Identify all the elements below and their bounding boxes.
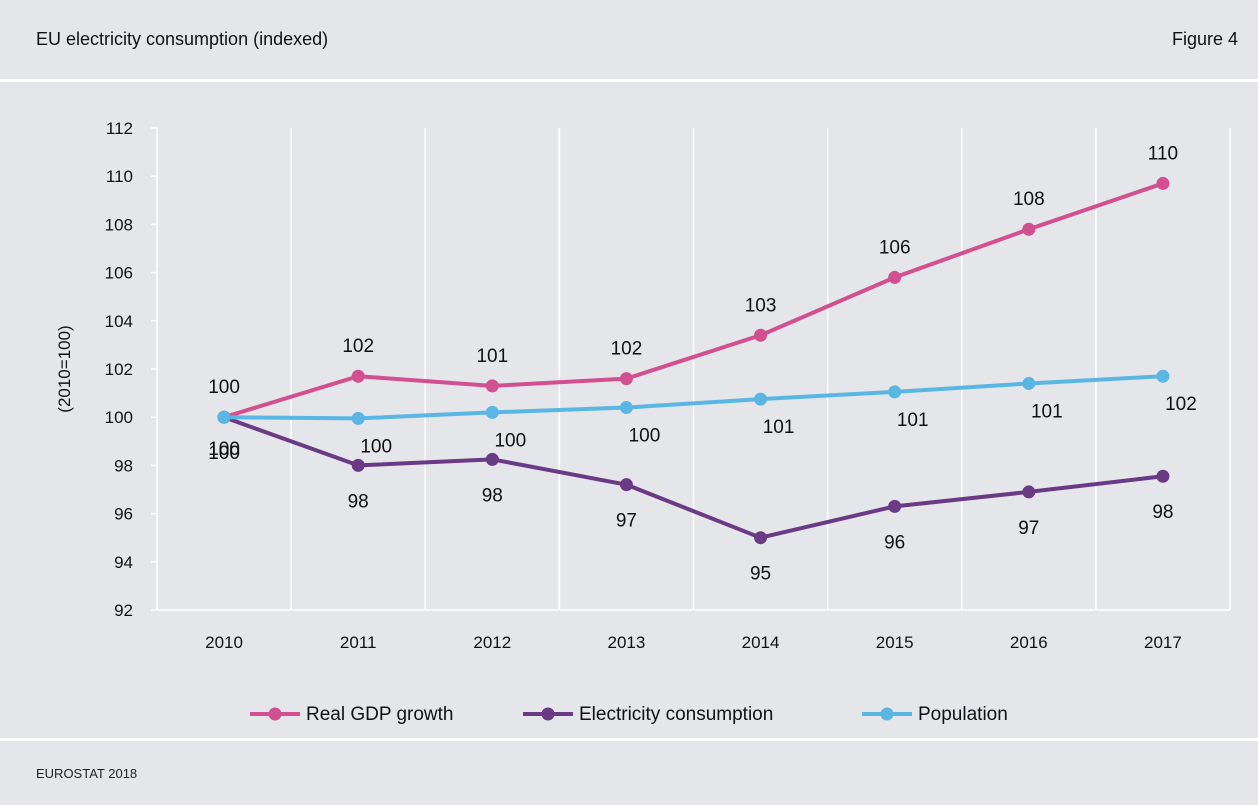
- data-point: [1022, 485, 1036, 499]
- y-tick-label: 110: [106, 167, 133, 186]
- data-point: [1156, 176, 1170, 190]
- source-note: EUROSTAT 2018: [36, 765, 138, 781]
- data-point: [485, 452, 499, 466]
- data-point: [619, 478, 633, 492]
- legend-label: Real GDP growth: [306, 704, 454, 725]
- data-point: [888, 270, 902, 284]
- data-point: [1156, 369, 1170, 383]
- y-tick-label: 94: [114, 553, 133, 572]
- data-point: [754, 531, 768, 545]
- figure-label: Figure 4: [1171, 29, 1238, 49]
- x-tick-label: 2011: [340, 633, 377, 652]
- x-tick-label: 2014: [742, 633, 780, 652]
- x-tick-label: 2013: [608, 633, 646, 652]
- legend-marker: [541, 707, 555, 721]
- data-point: [888, 385, 902, 399]
- data-label: 98: [348, 491, 369, 512]
- data-label: 110: [1148, 143, 1178, 164]
- chart-header: EU electricity consumption (indexed) Fig…: [0, 0, 1258, 79]
- data-label: 100: [208, 377, 240, 398]
- data-point: [351, 458, 365, 472]
- series-line: [223, 415, 1164, 540]
- data-label: 102: [1165, 394, 1197, 415]
- x-tick-label: 2017: [1144, 633, 1182, 652]
- y-tick-label: 96: [114, 505, 133, 524]
- data-point: [351, 369, 365, 383]
- data-label: 103: [745, 295, 777, 316]
- data-label: 108: [1013, 189, 1045, 210]
- x-tick-label: 2010: [205, 633, 243, 652]
- y-tick-label: 112: [106, 119, 133, 138]
- data-label: 101: [763, 417, 795, 438]
- data-label: 101: [897, 410, 929, 431]
- y-tick-label: 102: [105, 360, 133, 379]
- data-label: 97: [616, 511, 637, 532]
- data-label: 96: [884, 532, 905, 553]
- y-tick-label: 98: [114, 456, 133, 475]
- chart-area: 92 94 96 98 100 102 104 106 108 110 112 2010 2011 201…: [0, 82, 1258, 738]
- y-tick-label: 108: [105, 215, 133, 234]
- data-point: [888, 499, 902, 513]
- x-tick-label: 2016: [1010, 633, 1048, 652]
- data-label: 95: [750, 564, 771, 585]
- line-chart: 92 94 96 98 100 102 104 106 108 110 112 2010 2011 201…: [55, 119, 1231, 725]
- y-tick-label: 104: [105, 312, 133, 331]
- data-point: [754, 328, 768, 342]
- y-axis-label: (2010=100): [55, 325, 74, 412]
- data-label: 100: [360, 436, 392, 457]
- x-tick-label: 2015: [876, 633, 914, 652]
- data-label: 100: [494, 430, 526, 451]
- data-label: 106: [879, 237, 911, 258]
- data-label: 98: [1152, 502, 1173, 523]
- chart-title: EU electricity consumption (indexed): [36, 29, 329, 49]
- x-tick-label: 2012: [473, 633, 511, 652]
- data-point: [1022, 376, 1036, 390]
- data-point: [619, 401, 633, 415]
- chart-footer: EUROSTAT 2018: [36, 741, 137, 805]
- legend-label: Population: [918, 704, 1008, 725]
- data-point: [485, 405, 499, 419]
- series-line: [223, 181, 1164, 420]
- data-point: [485, 379, 499, 393]
- data-point: [217, 410, 231, 424]
- legend-marker: [880, 707, 894, 721]
- data-label: 100: [208, 443, 240, 464]
- footer-divider: [0, 738, 1258, 741]
- y-tick-label: 100: [105, 408, 133, 427]
- data-label: 100: [629, 426, 661, 447]
- series-line: [224, 374, 1164, 421]
- data-label: 102: [342, 336, 374, 357]
- legend-marker: [268, 707, 282, 721]
- data-label: 102: [611, 339, 643, 360]
- y-tick-label: 92: [114, 601, 133, 620]
- header-divider: [0, 79, 1258, 82]
- data-point: [754, 392, 768, 406]
- data-label: 98: [482, 485, 503, 506]
- y-tick-label: 106: [105, 264, 133, 283]
- legend-label: Electricity consumption: [579, 704, 773, 725]
- data-point: [1022, 222, 1036, 236]
- data-point: [619, 372, 633, 386]
- data-label: 101: [476, 346, 508, 367]
- data-point: [1156, 469, 1170, 483]
- data-label: 101: [1031, 401, 1063, 422]
- data-point: [351, 411, 365, 425]
- data-label: 100: [208, 439, 240, 460]
- data-label: 97: [1018, 518, 1039, 539]
